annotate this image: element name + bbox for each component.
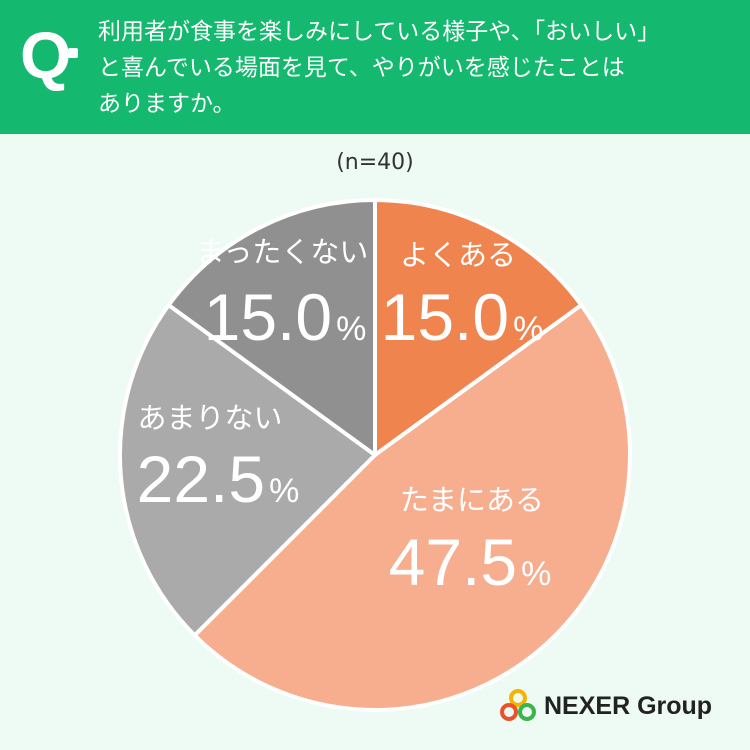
slice-category-label: あまりない	[137, 401, 282, 435]
slice-value-label: 47.5%	[389, 525, 552, 599]
pie-slice	[373, 198, 584, 457]
slice-value-label: 15.0%	[204, 280, 367, 354]
nexer-rings-icon	[500, 689, 536, 721]
q-dot	[68, 48, 78, 58]
question-line: と喜んでいる場面を見て、やりがいを感じたことは	[98, 55, 625, 81]
slice-category-label: よくある	[400, 238, 516, 272]
question-line: 利用者が食事を楽しみにしている様子や、「おいしい」	[98, 19, 661, 45]
slice-value-label: 22.5%	[137, 442, 300, 516]
q-mark: Q	[20, 18, 72, 92]
slice-category-label: まったくない	[196, 235, 369, 269]
slice-value-label: 15.0%	[381, 280, 544, 354]
sample-size-label: (n=40)	[336, 150, 414, 175]
pie-slice	[118, 303, 377, 638]
pie-slice	[166, 198, 377, 457]
slice-category-label: たまにある	[400, 483, 544, 517]
question-text: 利用者が食事を楽しみにしている様子や、「おいしい」 と喜んでいる場面を見て、やり…	[98, 14, 738, 122]
question-header: Q 利用者が食事を楽しみにしている様子や、「おいしい」 と喜んでいる場面を見て、…	[0, 0, 750, 134]
question-line: ありますか。	[98, 91, 236, 117]
nexer-logo: NEXER Group	[498, 688, 712, 724]
pie-slice	[192, 303, 632, 712]
logo-text: NEXER Group	[544, 691, 713, 720]
